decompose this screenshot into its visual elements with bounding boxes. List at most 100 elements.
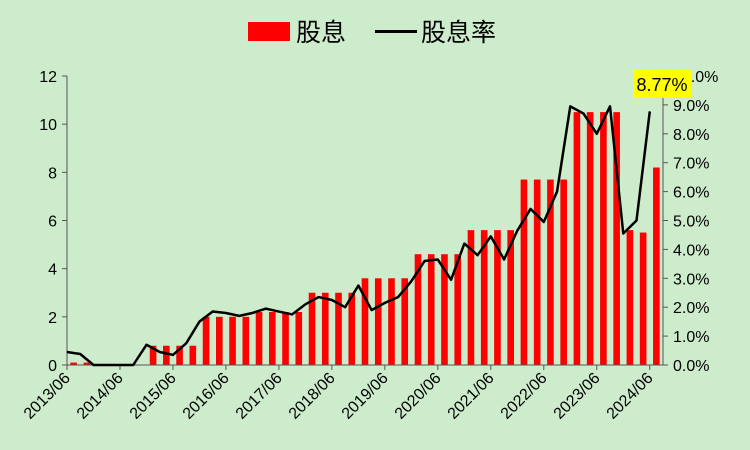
dividend-yield-point <box>569 105 571 107</box>
dividend-yield-point <box>265 308 267 310</box>
dividend-bar <box>454 254 462 365</box>
dividend-yield-point <box>583 113 585 115</box>
dividend-bar <box>229 316 236 365</box>
dividend-bar <box>586 112 594 365</box>
right-tick-label: 8.0% <box>673 127 709 144</box>
dividend-bar <box>639 232 647 365</box>
dividend-bar <box>308 292 316 365</box>
dividend-yield-point <box>79 353 81 355</box>
left-tick-label: 12 <box>39 69 57 86</box>
dividend-yield-point <box>318 296 320 298</box>
dividend-yield-point <box>212 311 214 313</box>
dividend-bar <box>467 230 475 365</box>
callout-background <box>633 70 691 98</box>
dividend-bar <box>573 112 581 365</box>
left-tick-label: 8 <box>48 165 57 182</box>
yield-callout: 8.77% <box>633 70 691 98</box>
x-tick-label: 2024/06 <box>604 370 657 423</box>
dividend-yield-point <box>225 312 227 314</box>
dividend-yield-point <box>291 313 293 315</box>
dividend-bar <box>335 292 342 365</box>
dividend-yield-point <box>119 364 121 366</box>
dividend-bar <box>547 179 554 365</box>
dividend-yield-point <box>238 315 240 317</box>
left-tick-label: 10 <box>39 117 57 134</box>
dividend-bar <box>149 345 157 365</box>
axes <box>62 75 668 370</box>
x-tick-label: 2015/06 <box>127 370 180 423</box>
dividend-bar <box>507 230 514 365</box>
dividend-bar <box>520 179 528 365</box>
dividend-bar <box>427 254 435 365</box>
dividend-yield-point <box>159 351 161 353</box>
legend-swatch-dividend <box>248 22 290 41</box>
dividend-bar <box>533 179 541 365</box>
x-tick-label: 2021/06 <box>445 370 498 423</box>
dividend-yield-point <box>622 233 624 235</box>
right-tick-label: 6.0% <box>673 185 709 202</box>
dividend-bar <box>295 312 303 365</box>
x-tick-label: 2014/06 <box>74 370 127 423</box>
x-tick-label: 2022/06 <box>498 370 551 423</box>
dividend-bar <box>414 254 422 365</box>
dividend-bar <box>282 312 289 365</box>
dividend-bar <box>480 230 488 365</box>
dividend-yield-point <box>556 191 558 193</box>
left-tick-label: 4 <box>48 262 57 279</box>
dividend-bar <box>441 254 448 365</box>
dividend-bar <box>176 345 183 365</box>
x-tick-label: 2013/06 <box>21 370 74 423</box>
x-tick-label: 2023/06 <box>551 370 604 423</box>
dividend-yield-point <box>490 235 492 237</box>
dividend-yield-point <box>384 302 386 304</box>
x-tick-label: 2018/06 <box>286 370 339 423</box>
right-tick-label: 9.0% <box>673 98 709 115</box>
dividend-yield-point <box>92 364 94 366</box>
right-tick-label: 5.0% <box>673 214 709 231</box>
dividend-yield-point <box>463 243 465 245</box>
dividend-yield-point <box>106 364 108 366</box>
dividend-yield-point <box>304 303 306 305</box>
dividend-yield-point <box>66 351 68 353</box>
right-tick-label: 7.0% <box>673 156 709 173</box>
dividend-yield-point <box>437 259 439 261</box>
dividend-bar <box>600 112 607 365</box>
dividend-bar <box>321 292 329 365</box>
right-tick-label: 0.0% <box>673 358 709 375</box>
dividend-yield-point <box>331 299 333 301</box>
right-tick-label: 1.0% <box>673 329 709 346</box>
right-tick-label: 3.0% <box>673 271 709 288</box>
right-tick-label: 4.0% <box>673 242 709 259</box>
dividend-bar <box>70 362 77 365</box>
dividend-bar <box>348 292 356 365</box>
left-tick-label: 0 <box>48 358 57 375</box>
dividend-bar <box>653 167 660 365</box>
dividend-yield-point <box>185 342 187 344</box>
dividend-yield-point <box>371 309 373 311</box>
dividend-yield-point <box>357 285 359 287</box>
dividend-bar <box>163 345 170 365</box>
dividend-bar <box>216 316 223 365</box>
dividend-yield-point <box>609 105 611 107</box>
dividend-yield-point <box>344 306 346 308</box>
dividend-yield-point <box>145 344 147 346</box>
dividend-bar <box>613 112 620 365</box>
dividend-bar <box>189 345 197 365</box>
line-series <box>66 105 652 367</box>
dividend-yield-point <box>477 254 479 256</box>
dividend-bar <box>401 278 409 365</box>
dividend-yield-point <box>278 311 280 313</box>
dividend-yield-point <box>530 208 532 210</box>
dividend-yield-point <box>649 111 651 113</box>
dividend-bar <box>242 316 250 365</box>
dividend-yield-point <box>424 260 426 262</box>
dividend-yield-point <box>172 354 174 356</box>
dividend-bar <box>388 278 395 365</box>
dividend-bar <box>626 230 634 365</box>
dividend-yield-point <box>596 133 598 135</box>
left-tick-label: 2 <box>48 310 57 327</box>
dividend-bar <box>268 312 276 365</box>
bar-series <box>70 112 660 365</box>
dividend-yield-point <box>397 296 399 298</box>
callout-label: 8.77% <box>636 75 687 95</box>
